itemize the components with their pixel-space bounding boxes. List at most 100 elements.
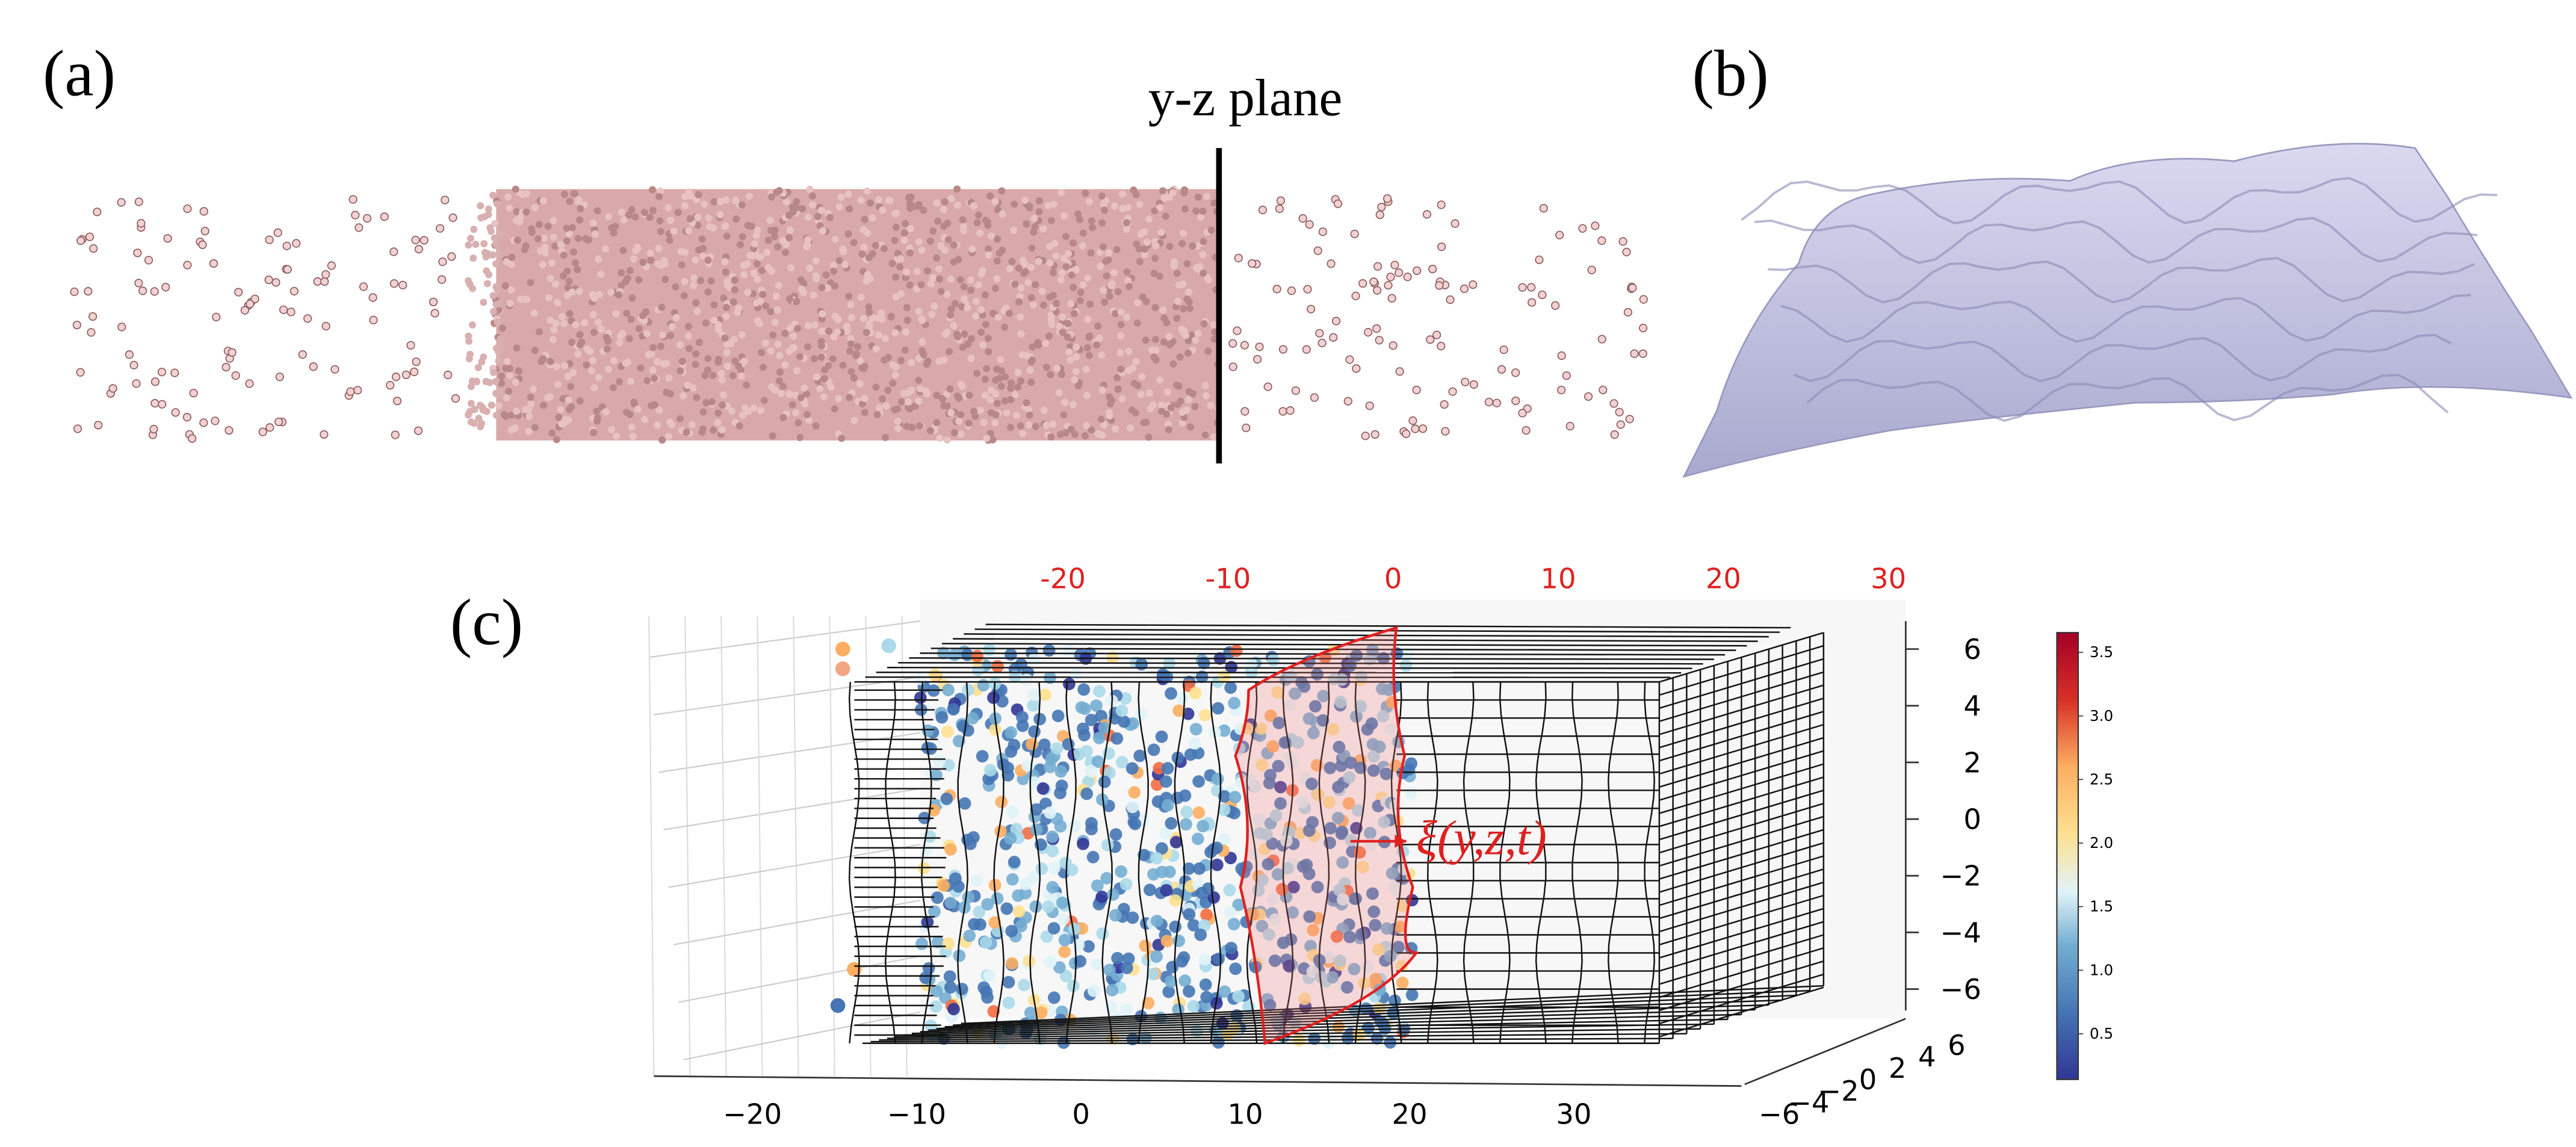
particle [467,235,475,243]
particle [474,363,482,371]
point [1077,722,1089,735]
point [1396,976,1409,989]
particle [771,233,779,241]
point [1356,861,1369,874]
particle [818,283,826,291]
particle [628,423,636,431]
particle [94,421,103,430]
point [1268,954,1281,967]
point [1005,726,1018,739]
particle [720,294,728,302]
particle [757,297,764,305]
mesh-line [1659,907,1824,959]
particle [513,407,521,415]
point [1380,922,1393,935]
particle [465,355,473,363]
particle [618,269,625,277]
particle [868,314,876,322]
particle [835,203,843,211]
point [1085,823,1098,836]
particle [1019,430,1027,437]
particle [916,385,924,393]
particle [1076,215,1083,223]
particle [1071,430,1079,438]
particle [664,433,672,441]
particle [736,241,745,249]
particle [568,224,576,232]
particle [536,328,543,336]
particle [1112,425,1119,433]
particle [722,196,730,204]
point [881,638,896,654]
particle [1373,286,1382,295]
point [1077,837,1089,850]
particle [1448,387,1457,396]
colorbar-tick-label: 1.5 [2090,898,2113,915]
particle [1084,274,1092,282]
point [1262,858,1275,871]
point [941,725,954,738]
particle [506,372,514,380]
particle [726,340,734,348]
particle [484,250,492,258]
particle [704,366,711,374]
point [835,642,850,657]
particle [492,377,500,385]
particle [950,241,958,249]
particle [1044,202,1052,209]
particle [1125,283,1133,291]
point [1044,956,1057,969]
particle [662,360,670,368]
particle [183,204,192,213]
particle [1047,217,1055,224]
x-tick-label: 0 [1072,1098,1090,1130]
point [1260,828,1273,841]
particle [743,260,751,268]
particle [589,291,596,298]
particle [702,319,710,327]
particle [793,198,800,206]
particle [967,276,974,284]
point [1272,759,1285,773]
particle [359,282,368,291]
ridge [1794,333,2452,383]
particle [738,331,746,339]
particle [616,339,624,347]
point [1351,804,1364,817]
point [1379,767,1393,781]
particle [788,203,796,211]
particle [1240,407,1249,416]
particle [616,378,624,386]
point [944,981,957,994]
particle [689,421,696,428]
point [1247,847,1260,861]
particle [991,285,999,292]
mesh-line [1029,682,1041,1043]
particle [721,258,729,265]
particle [678,357,686,365]
point [1068,923,1080,936]
point [1119,1004,1133,1016]
particle [885,196,893,204]
particle [767,347,775,355]
particle [560,320,568,327]
point [1333,954,1346,967]
particle [762,302,770,310]
particle [1032,281,1039,289]
particle [803,390,811,398]
particle [941,247,949,255]
particle [620,216,628,224]
particle [348,195,358,204]
point [1271,868,1284,881]
particle [430,309,439,318]
particle [677,367,684,375]
particle [1192,336,1200,344]
particle [1151,207,1159,215]
particle [531,347,539,354]
particle [1446,295,1455,305]
point [1171,791,1184,805]
point [1404,787,1417,800]
point [981,898,994,911]
mesh-line [1659,723,1824,775]
point [1289,687,1301,700]
